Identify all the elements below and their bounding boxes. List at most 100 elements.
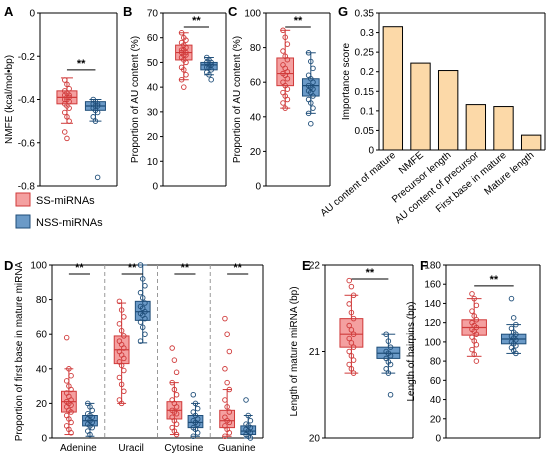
data-point — [383, 331, 389, 337]
data-point — [181, 84, 187, 90]
y-tick-label: 0 — [29, 9, 35, 20]
data-point — [473, 358, 480, 364]
importance-bar — [410, 62, 431, 151]
y-tick-label: 0.2 — [360, 67, 374, 78]
data-point — [90, 114, 96, 120]
y-tick-label: 0.15 — [355, 87, 375, 98]
y-tick-label: 20 — [36, 399, 48, 410]
y-tick-label: 120 — [424, 318, 441, 329]
data-point — [348, 309, 355, 316]
data-point — [243, 397, 249, 403]
data-point — [121, 314, 127, 320]
significance-label: ** — [181, 262, 190, 274]
data-point — [348, 366, 355, 372]
data-point — [224, 404, 230, 410]
data-point — [348, 340, 355, 346]
data-point — [280, 100, 286, 106]
y-tick-label: 0 — [41, 434, 47, 445]
y-tick-label: 20 — [309, 434, 321, 445]
data-point — [284, 75, 291, 82]
y-tick-label: 0.25 — [355, 48, 375, 59]
data-point — [87, 431, 93, 438]
y-tick-label: 20 — [250, 147, 262, 158]
y-tick-label: 60 — [36, 330, 48, 341]
y-tick-label: 100 — [30, 261, 47, 272]
data-point — [280, 27, 286, 34]
data-point — [89, 424, 95, 431]
data-point — [469, 308, 475, 314]
data-point — [178, 47, 185, 53]
y-tick-label: 0.05 — [355, 126, 375, 137]
y-tick-label: 50 — [147, 58, 159, 69]
data-point — [169, 345, 175, 351]
y-axis-label: Proportion of AU content (%) — [232, 36, 243, 163]
data-point — [385, 338, 392, 344]
data-point — [64, 135, 70, 142]
data-point — [226, 348, 233, 355]
data-point — [118, 362, 125, 369]
data-point — [513, 321, 519, 328]
y-tick-label: -0.8 — [18, 182, 36, 193]
data-point — [183, 52, 189, 58]
data-point — [190, 433, 197, 440]
data-point — [62, 109, 68, 116]
data-point — [224, 379, 230, 386]
data-point — [247, 435, 254, 441]
data-point — [473, 331, 480, 337]
data-point — [94, 103, 101, 109]
y-tick-label: 0 — [435, 434, 441, 445]
data-point — [385, 370, 392, 376]
y-tick-label: 60 — [430, 376, 442, 387]
data-point — [348, 353, 355, 359]
y-tick-label: 40 — [250, 112, 262, 123]
data-point — [116, 321, 123, 327]
y-tick-label: 21 — [309, 347, 321, 358]
data-point — [308, 120, 314, 127]
data-point — [183, 59, 189, 66]
data-point — [473, 302, 480, 309]
data-point — [63, 378, 70, 384]
data-point — [469, 346, 475, 353]
data-point — [310, 93, 316, 99]
panel-c-axes: 0 20 40 60 80 100 Proportion of AU content (%)… — [232, 9, 331, 193]
data-point — [171, 357, 178, 363]
data-point — [173, 369, 180, 376]
data-point — [121, 367, 127, 374]
data-point — [183, 72, 189, 78]
data-point — [383, 366, 389, 372]
nss-box — [500, 295, 527, 357]
data-point — [469, 291, 475, 297]
data-point — [66, 118, 72, 124]
data-point — [350, 292, 357, 299]
panel-letter-b: B — [123, 4, 132, 19]
y-tick-label: 0.3 — [360, 28, 374, 39]
data-point — [68, 372, 74, 379]
data-point — [116, 374, 123, 381]
data-point — [310, 79, 316, 85]
x-category-label: Adenine — [60, 443, 97, 454]
data-point — [473, 317, 480, 323]
data-point — [142, 283, 148, 289]
data-point — [222, 433, 228, 440]
data-point — [194, 421, 201, 427]
y-axis-label: Length of mature miRNA (bp) — [289, 286, 300, 416]
data-point — [208, 67, 214, 73]
data-point — [62, 129, 68, 135]
panel-d-axes: 0 20 40 60 80 100 Proportion of first base in … — [14, 261, 264, 454]
data-point — [308, 100, 314, 106]
y-tick-label: 0.1 — [360, 106, 374, 117]
data-point — [310, 65, 316, 72]
y-tick-label: 140 — [424, 299, 441, 310]
data-point — [68, 419, 74, 426]
data-point — [64, 114, 70, 120]
data-point — [284, 86, 291, 92]
data-point — [137, 289, 144, 296]
data-point — [226, 386, 233, 393]
nss-box — [84, 96, 106, 181]
data-point — [139, 276, 146, 282]
y-axis-label: Proportion of first base in mature miRNA — [14, 261, 25, 441]
data-point — [118, 381, 125, 388]
data-point — [142, 315, 148, 322]
iqr-box — [219, 409, 236, 429]
